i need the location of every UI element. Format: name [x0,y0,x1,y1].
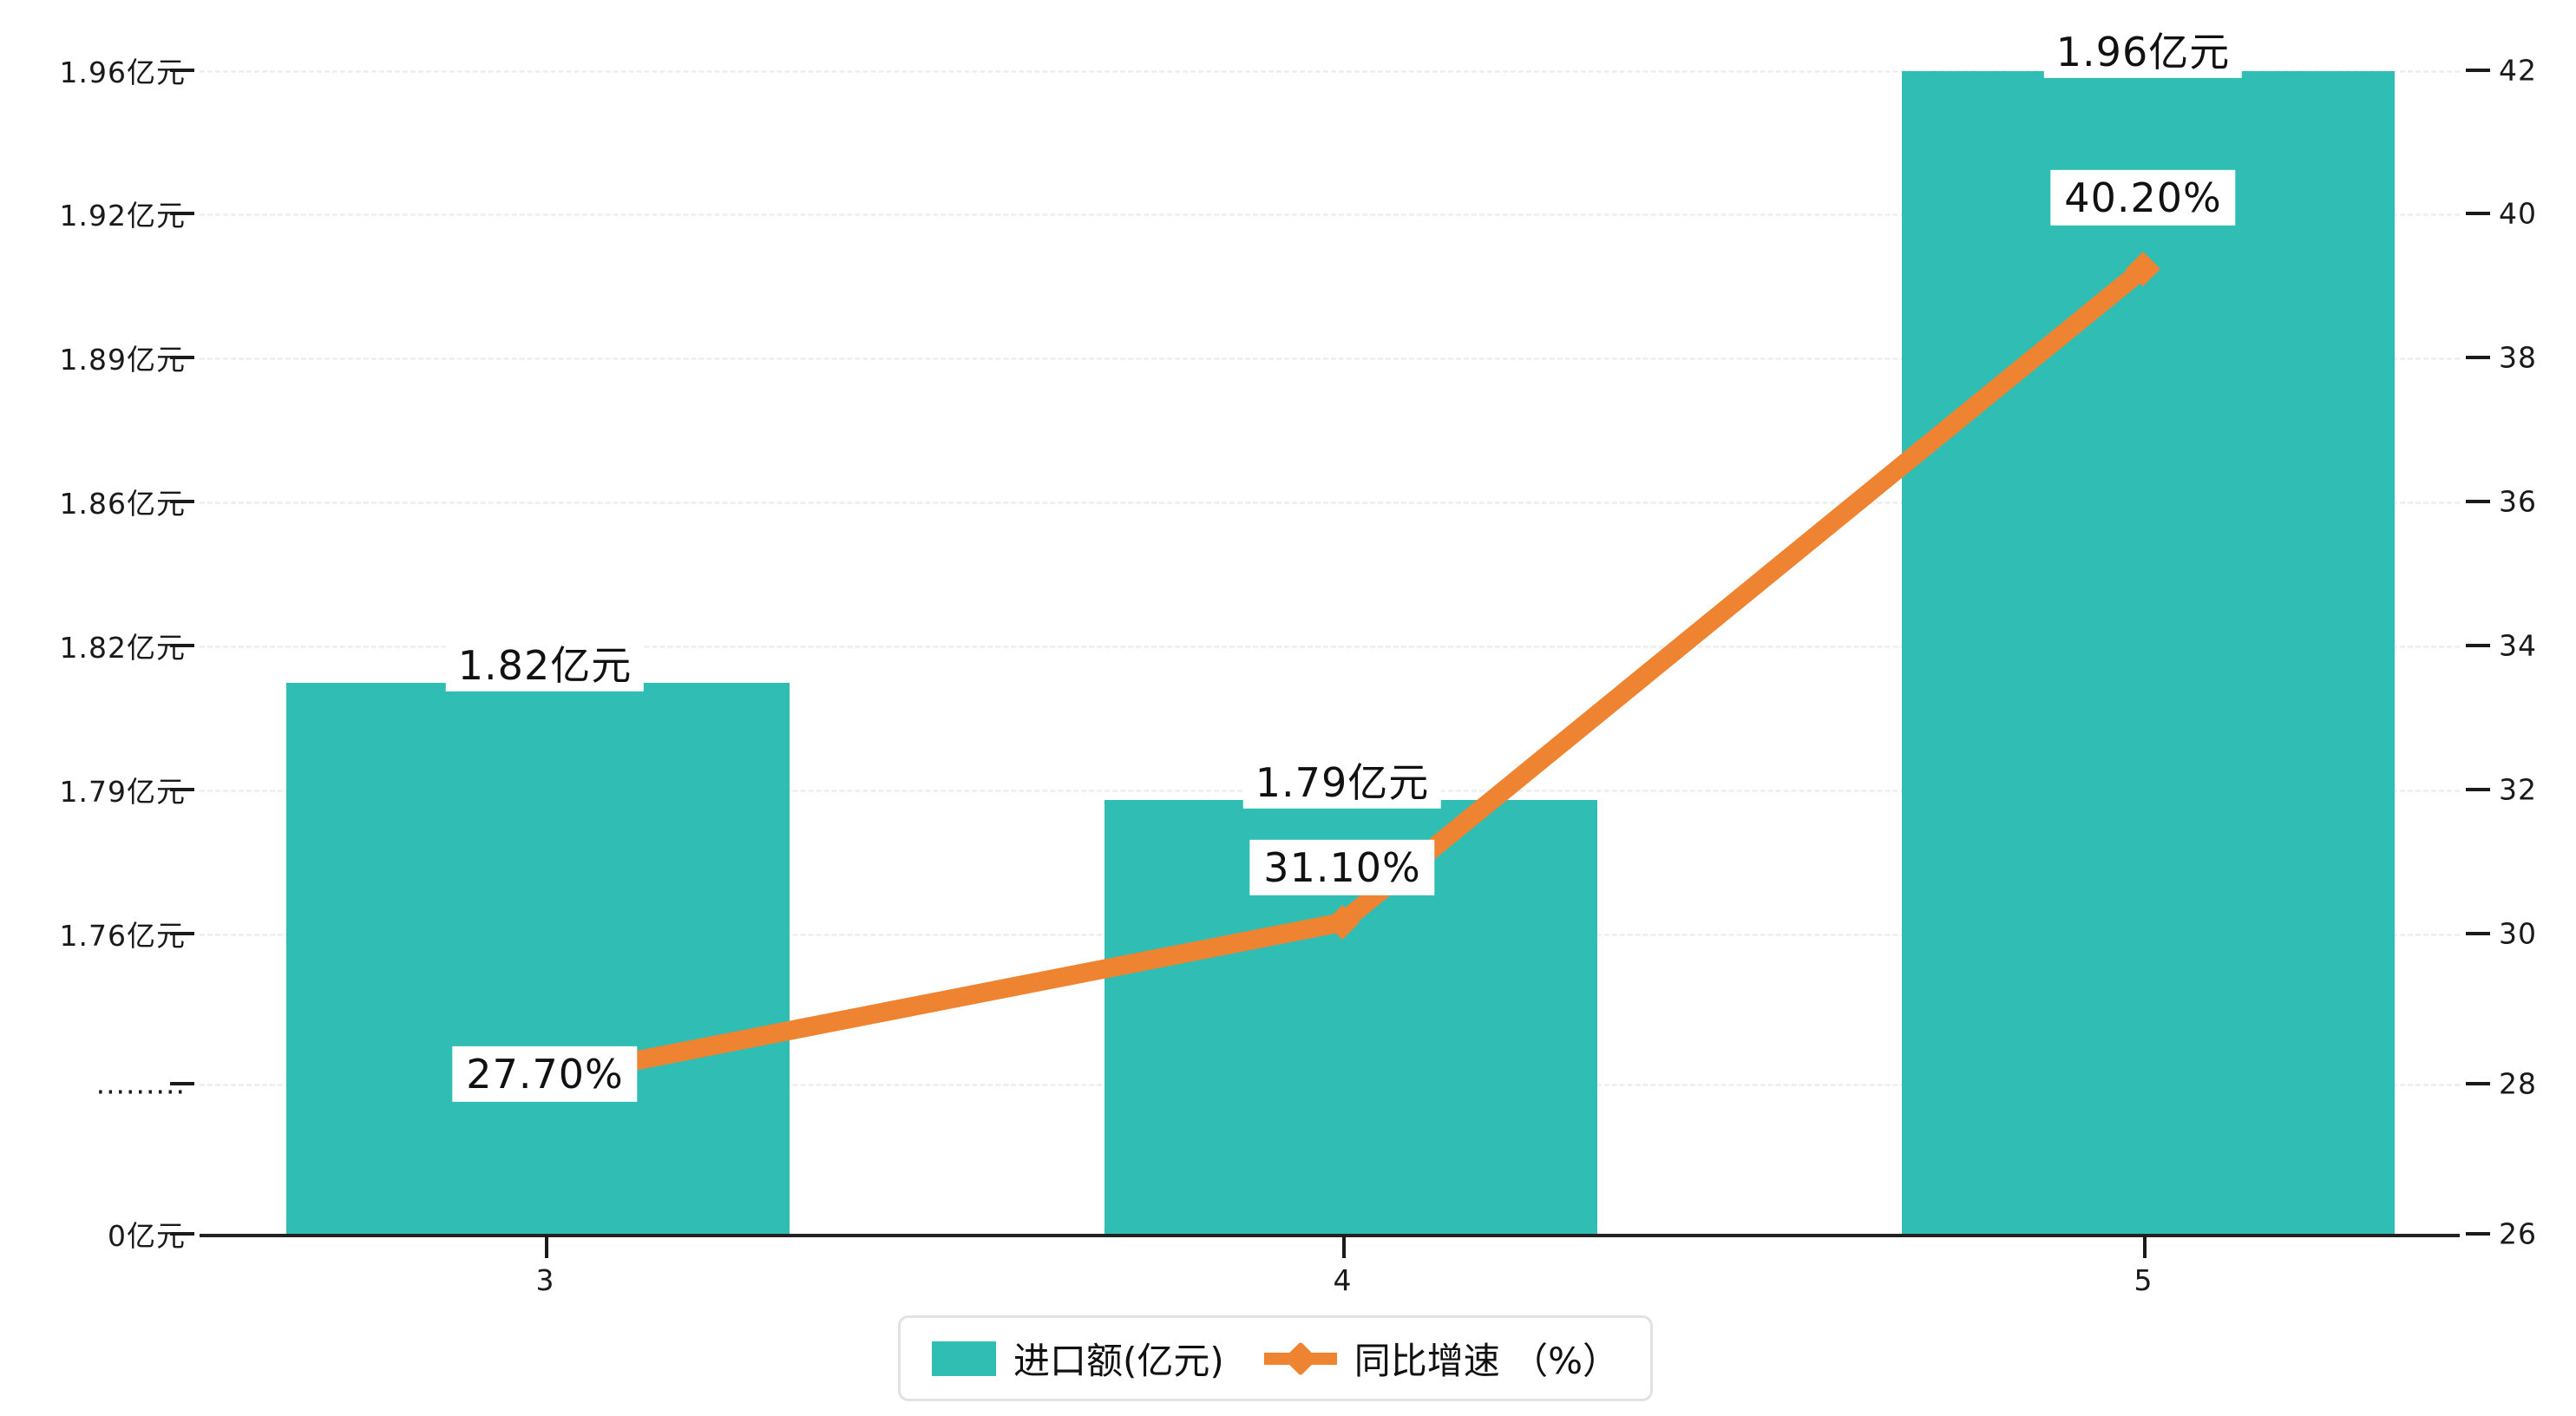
right-axis-tick-label: 34 [2499,628,2537,663]
right-axis-tick-mark [2466,69,2490,72]
left-axis-tick-mark [170,500,194,503]
line-value-label: 40.20% [2050,169,2236,226]
bar[interactable] [1902,71,2395,1234]
left-axis-tick-mark [170,1082,194,1085]
left-axis-tick-mark [170,69,194,72]
left-axis-tick-label: 0亿元 [108,1219,186,1253]
left-axis-tick-label: 1.89亿元 [59,343,186,377]
gridline [200,70,2460,73]
right-axis-tick-label: 42 [2499,53,2537,88]
right-axis-tick-label: 38 [2499,340,2537,375]
right-axis-tick-mark [2466,1082,2490,1085]
right-axis-tick-mark [2466,1232,2490,1236]
x-axis-tick-mark [1342,1236,1346,1258]
left-axis-tick-mark [170,212,194,215]
x-axis-tick-mark [545,1236,548,1258]
bar-value-label: 1.96亿元 [2043,25,2243,79]
legend-item-growth-rate[interactable]: 同比增速 （%） [1263,1332,1620,1385]
right-axis-tick-mark [2466,788,2490,791]
left-axis-tick-label: ......... [95,1066,186,1101]
bar-value-label: 1.79亿元 [1242,756,1442,810]
x-axis-tick-label: 5 [2134,1263,2153,1297]
gridline [200,213,2460,216]
left-axis-tick-label: 1.79亿元 [59,775,186,809]
legend-bar-swatch-icon [932,1341,996,1376]
left-axis-tick-label: 1.76亿元 [59,919,186,953]
right-axis-tick-label: 26 [2499,1216,2537,1251]
right-axis-tick-label: 40 [2499,196,2537,231]
left-axis-tick-label: 1.96亿元 [59,56,186,89]
line-value-label: 27.70% [452,1046,638,1103]
right-axis-tick-mark [2466,932,2490,935]
right-axis-tick-mark [2466,356,2490,359]
right-axis-tick-label: 32 [2499,772,2537,807]
left-axis-tick-mark [170,356,194,359]
left-axis-tick-label: 1.92亿元 [59,199,186,233]
legend-item-label: 同比增速 （%） [1354,1340,1620,1382]
left-axis-tick-label: 1.86亿元 [59,487,186,521]
x-axis-tick-mark [2143,1236,2147,1258]
right-axis-tick-label: 30 [2499,916,2537,951]
x-axis-tick-label: 3 [535,1263,554,1297]
x-axis-tick-label: 4 [1333,1263,1352,1297]
legend-item-label: 进口额(亿元) [1013,1340,1224,1382]
legend[interactable]: 进口额(亿元) 同比增速 （%） [898,1315,1654,1401]
right-axis-tick-mark [2466,500,2490,503]
right-axis-tick-label: 28 [2499,1066,2537,1101]
left-axis-tick-mark [170,644,194,647]
x-axis-baseline [200,1234,2460,1237]
bar-value-label: 1.82亿元 [445,639,645,692]
left-axis-tick-label: 1.82亿元 [59,631,186,665]
left-axis-tick-mark [170,932,194,935]
right-axis-tick-label: 36 [2499,484,2537,519]
left-axis-tick-mark [170,788,194,791]
right-axis-tick-mark [2466,212,2490,215]
legend-line-swatch-icon [1263,1341,1337,1376]
bar[interactable] [286,683,790,1234]
legend-item-import-amount[interactable]: 进口额(亿元) [932,1332,1224,1385]
right-axis-tick-mark [2466,644,2490,647]
left-axis-tick-mark [170,1232,194,1236]
line-value-label: 31.10% [1249,839,1435,896]
